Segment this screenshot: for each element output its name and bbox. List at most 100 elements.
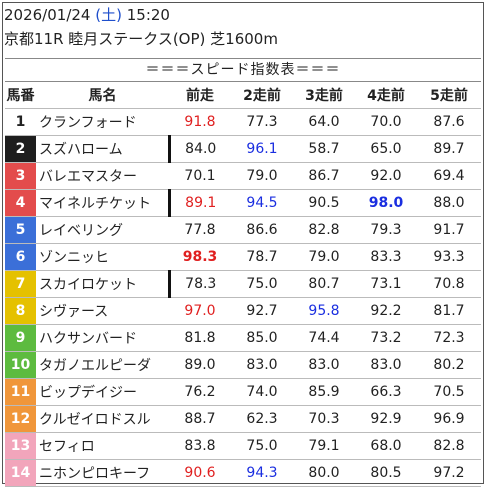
speed-index-5: 81.7 bbox=[417, 297, 481, 325]
race-date: 2026/01/24 bbox=[4, 6, 91, 24]
speed-index-3: 86.7 bbox=[293, 162, 355, 190]
speed-index-table: 馬番 馬名 前走 2走前 3走前 4走前 5走前 1 クランフォード 91.8 77.… bbox=[5, 81, 481, 487]
speed-index-1: 77.8 bbox=[169, 216, 231, 244]
speed-index-1: 70.1 bbox=[169, 162, 231, 190]
speed-index-5: 80.2 bbox=[417, 351, 481, 379]
horse-name: マイネルチケット bbox=[36, 189, 169, 217]
horse-number: 4 bbox=[5, 189, 36, 217]
speed-index-2: 83.0 bbox=[231, 351, 293, 379]
speed-index-5: 91.7 bbox=[417, 216, 481, 244]
table-row: 6 ゾンニッヒ 98.3 78.7 79.0 83.3 93.3 bbox=[5, 243, 481, 271]
speed-index-3: 70.3 bbox=[293, 405, 355, 433]
speed-index-1: 78.3 bbox=[167, 270, 231, 298]
speed-index-2: 74.0 bbox=[231, 378, 293, 406]
speed-index-2: 94.5 bbox=[231, 189, 293, 217]
horse-number: 13 bbox=[5, 432, 36, 460]
speed-index-1: 84.0 bbox=[167, 135, 231, 163]
speed-index-2: 79.0 bbox=[231, 162, 293, 190]
horse-number: 9 bbox=[5, 324, 36, 352]
speed-index-3: 79.1 bbox=[293, 432, 355, 460]
speed-index-3: 80.7 bbox=[293, 270, 355, 298]
speed-index-2: 77.3 bbox=[231, 108, 293, 136]
speed-index-1: 89.0 bbox=[169, 351, 231, 379]
table-row: 10 タガノエルピーダ 89.0 83.0 83.0 83.0 80.2 bbox=[5, 351, 481, 379]
speed-index-4: 83.0 bbox=[355, 351, 417, 379]
horse-name: セフィロ bbox=[36, 432, 169, 460]
speed-index-4: 66.3 bbox=[355, 378, 417, 406]
horse-name: シヴァース bbox=[36, 297, 169, 325]
speed-index-2: 75.0 bbox=[231, 432, 293, 460]
speed-index-2: 86.6 bbox=[231, 216, 293, 244]
horse-number: 7 bbox=[5, 270, 36, 298]
table-row: 14 ニホンピロキーフ 90.6 94.3 80.0 80.5 97.2 bbox=[5, 459, 481, 487]
speed-index-3: 85.9 bbox=[293, 378, 355, 406]
speed-index-3: 58.7 bbox=[293, 135, 355, 163]
race-name: 京都11R 睦月ステークス(OP) 芝1600m bbox=[4, 30, 278, 48]
col-header-name: 馬名 bbox=[36, 81, 169, 109]
table-row: 11 ビップデイジー 76.2 74.0 85.9 66.3 70.5 bbox=[5, 378, 481, 406]
speed-index-4: 65.0 bbox=[355, 135, 417, 163]
speed-index-4: 79.3 bbox=[355, 216, 417, 244]
speed-index-5: 72.3 bbox=[417, 324, 481, 352]
table-row: 7 スカイロケット 78.3 75.0 80.7 73.1 70.8 bbox=[5, 270, 481, 298]
speed-index-5: 70.8 bbox=[417, 270, 481, 298]
table-row: 4 マイネルチケット 89.1 94.5 90.5 98.0 88.0 bbox=[5, 189, 481, 217]
horse-name: ハクサンバード bbox=[36, 324, 169, 352]
horse-number: 14 bbox=[5, 459, 36, 487]
table-row: 8 シヴァース 97.0 92.7 95.8 92.2 81.7 bbox=[5, 297, 481, 325]
speed-index-5: 88.0 bbox=[417, 189, 481, 217]
table-row: 3 バレエマスター 70.1 79.0 86.7 92.0 69.4 bbox=[5, 162, 481, 190]
speed-index-4: 92.0 bbox=[355, 162, 417, 190]
horse-name: ゾンニッヒ bbox=[36, 243, 169, 271]
speed-index-4: 92.9 bbox=[355, 405, 417, 433]
speed-index-3: 90.5 bbox=[293, 189, 355, 217]
race-datetime: 2026/01/24 (土) 15:20 bbox=[4, 5, 170, 25]
speed-index-4: 70.0 bbox=[355, 108, 417, 136]
speed-index-1: 90.6 bbox=[169, 459, 231, 487]
horse-name: タガノエルピーダ bbox=[36, 351, 169, 379]
table-row: 9 ハクサンバード 81.8 85.0 74.4 73.2 72.3 bbox=[5, 324, 481, 352]
speed-index-5: 69.4 bbox=[417, 162, 481, 190]
speed-index-4: 68.0 bbox=[355, 432, 417, 460]
horse-number: 11 bbox=[5, 378, 36, 406]
horse-number: 12 bbox=[5, 405, 36, 433]
speed-index-5: 96.9 bbox=[417, 405, 481, 433]
speed-index-5: 93.3 bbox=[417, 243, 481, 271]
speed-index-4: 80.5 bbox=[355, 459, 417, 487]
horse-number: 2 bbox=[5, 135, 36, 163]
speed-index-1: 98.3 bbox=[169, 243, 231, 271]
speed-index-4: 92.2 bbox=[355, 297, 417, 325]
speed-index-5: 70.5 bbox=[417, 378, 481, 406]
horse-number: 1 bbox=[5, 108, 36, 136]
table-row: 12 クルゼイロドスル 88.7 62.3 70.3 92.9 96.9 bbox=[5, 405, 481, 433]
table-row: 13 セフィロ 83.8 75.0 79.1 68.0 82.8 bbox=[5, 432, 481, 460]
col-header-4back: 4走前 bbox=[355, 81, 417, 109]
speed-index-5: 97.2 bbox=[417, 459, 481, 487]
speed-index-2: 96.1 bbox=[231, 135, 293, 163]
speed-index-1: 81.8 bbox=[169, 324, 231, 352]
race-time: 15:20 bbox=[126, 6, 170, 24]
speed-index-1: 97.0 bbox=[169, 297, 231, 325]
table-title: ＝＝＝スピード指数表＝＝＝ bbox=[5, 58, 481, 82]
speed-index-3: 82.8 bbox=[293, 216, 355, 244]
speed-index-1: 88.7 bbox=[169, 405, 231, 433]
speed-index-2: 62.3 bbox=[231, 405, 293, 433]
horse-name: ニホンピロキーフ bbox=[36, 459, 169, 487]
speed-index-3: 80.0 bbox=[293, 459, 355, 487]
speed-index-3: 64.0 bbox=[293, 108, 355, 136]
speed-index-2: 78.7 bbox=[231, 243, 293, 271]
col-header-number: 馬番 bbox=[5, 81, 36, 109]
speed-index-3: 95.8 bbox=[293, 297, 355, 325]
col-header-5back: 5走前 bbox=[417, 81, 481, 109]
horse-name: クランフォード bbox=[36, 108, 169, 136]
table-row: 1 クランフォード 91.8 77.3 64.0 70.0 87.6 bbox=[5, 108, 481, 136]
speed-index-5: 87.6 bbox=[417, 108, 481, 136]
speed-index-3: 79.0 bbox=[293, 243, 355, 271]
speed-index-3: 83.0 bbox=[293, 351, 355, 379]
table-row: 5 レイベリング 77.8 86.6 82.8 79.3 91.7 bbox=[5, 216, 481, 244]
speed-index-2: 94.3 bbox=[231, 459, 293, 487]
speed-index-5: 82.8 bbox=[417, 432, 481, 460]
col-header-2back: 2走前 bbox=[231, 81, 293, 109]
horse-name: クルゼイロドスル bbox=[36, 405, 169, 433]
horse-name: バレエマスター bbox=[36, 162, 169, 190]
